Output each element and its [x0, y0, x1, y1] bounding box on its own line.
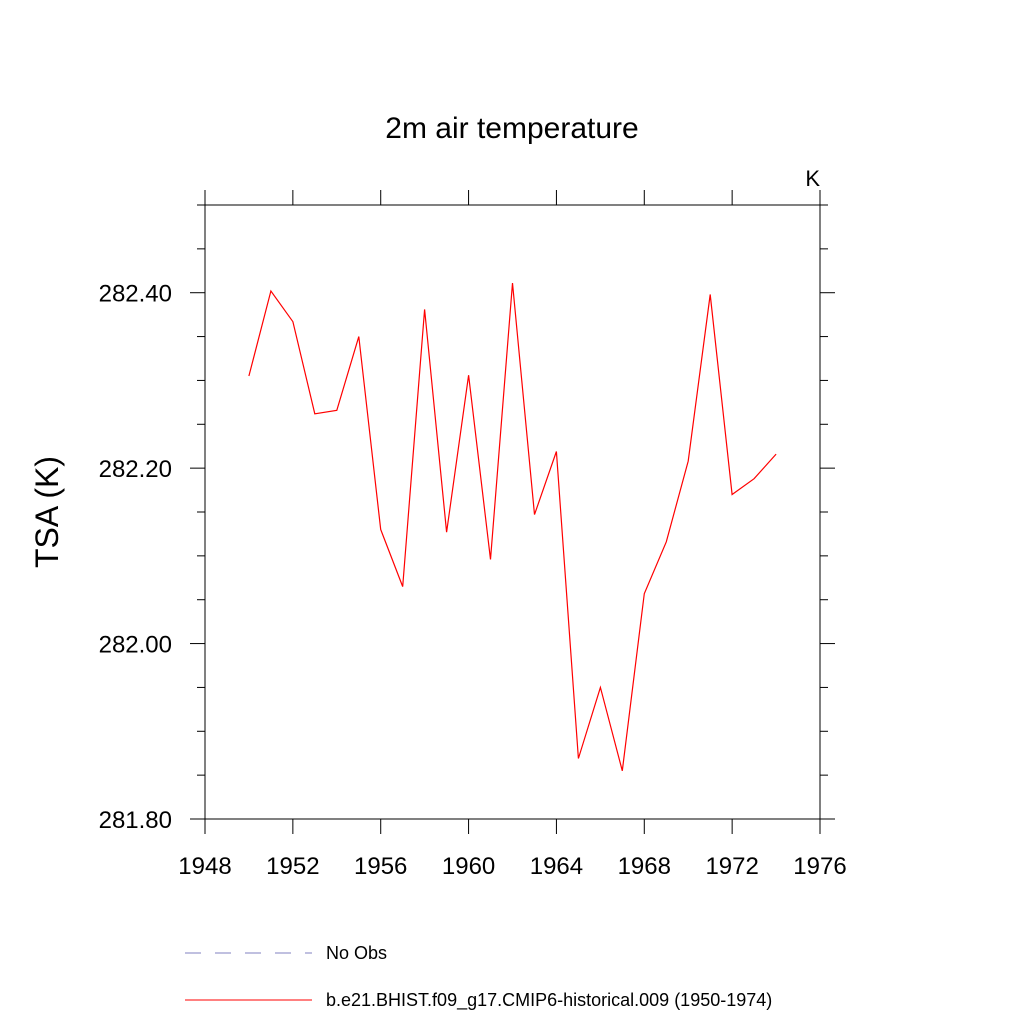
x-tick-label: 1972	[705, 853, 758, 880]
y-tick-label: 282.40	[99, 281, 172, 308]
plot-frame	[204, 204, 821, 820]
x-tick-label: 1956	[354, 853, 407, 880]
x-tick-label: 1964	[530, 853, 583, 880]
x-tick-label: 1960	[442, 853, 495, 880]
x-tick-label: 1952	[266, 853, 319, 880]
tick-labels: 1948 1952 1956 1960 1964 1968 1972 1976 281.80 28…	[99, 281, 847, 880]
legend-label-no-obs: No Obs	[326, 943, 387, 963]
x-tick-label: 1968	[618, 853, 671, 880]
legend-label-model: b.e21.BHIST.f09_g17.CMIP6-historical.009…	[326, 990, 772, 1011]
legend: No Obs b.e21.BHIST.f09_g17.CMIP6-histori…	[185, 943, 772, 1011]
y-tick-label: 282.00	[99, 632, 172, 659]
series-line	[248, 283, 777, 771]
series-layer	[248, 283, 777, 771]
axis-ticks	[190, 190, 835, 834]
x-tick-label: 1948	[178, 853, 231, 880]
units-label: K	[805, 166, 820, 191]
y-axis-label: TSA (K)	[29, 456, 65, 568]
y-tick-label: 282.20	[99, 456, 172, 483]
y-tick-label: 281.80	[99, 807, 172, 834]
chart-title: 2m air temperature	[385, 112, 638, 145]
x-tick-label: 1976	[793, 853, 846, 880]
